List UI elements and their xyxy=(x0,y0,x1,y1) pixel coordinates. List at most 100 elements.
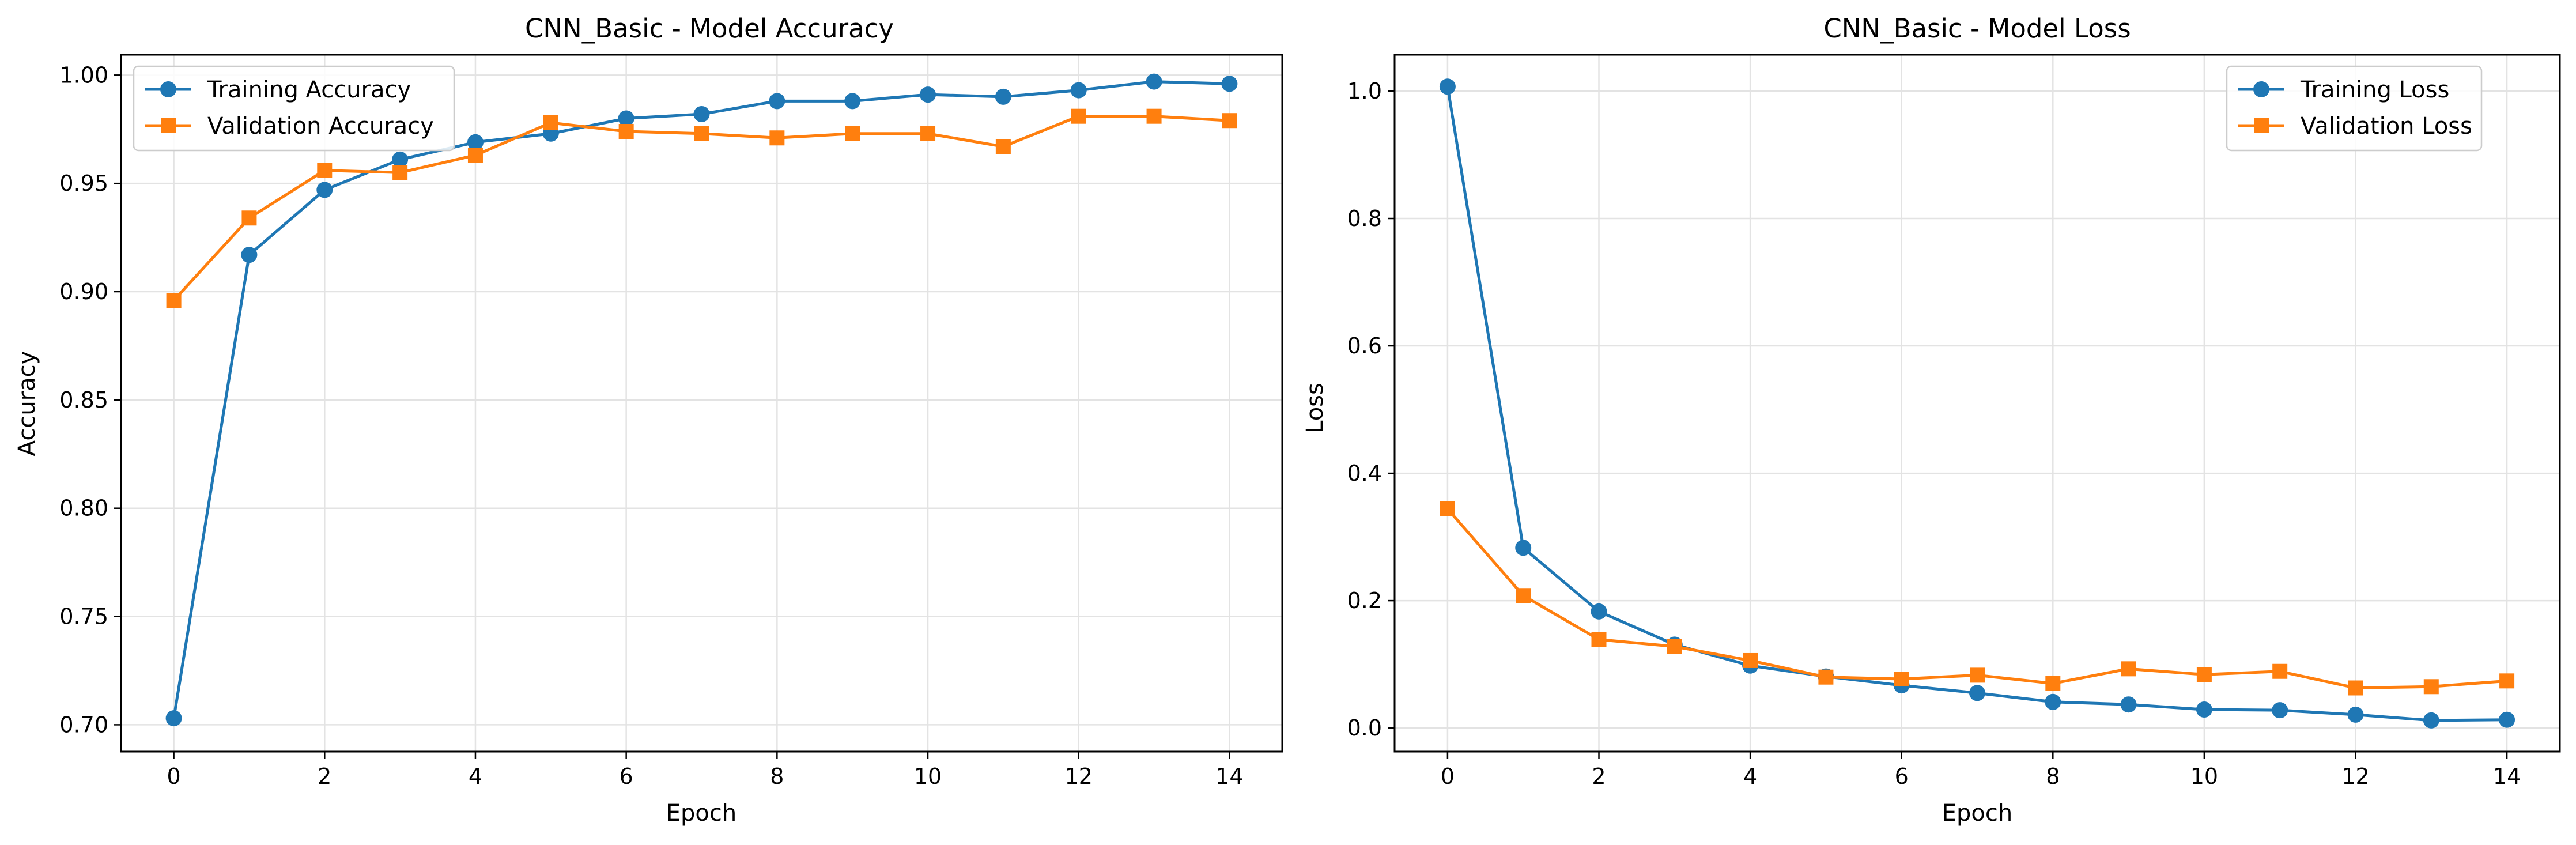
accuracy-data-point xyxy=(166,293,182,308)
accuracy-data-point xyxy=(392,151,409,168)
accuracy-data-point xyxy=(317,163,333,178)
loss-xtick-label: 2 xyxy=(1592,764,1606,789)
accuracy-xtick-label: 2 xyxy=(318,764,331,789)
accuracy-axes-frame xyxy=(120,54,1283,753)
accuracy-data-point xyxy=(1070,82,1087,99)
loss-data-point xyxy=(2423,679,2439,695)
loss-ytick-label: 0.2 xyxy=(1347,588,1382,613)
loss-xtick-label: 6 xyxy=(1895,764,1909,789)
accuracy-chart-ylabel: Accuracy xyxy=(14,351,40,457)
accuracy-xtick-label: 14 xyxy=(1215,764,1243,789)
accuracy-legend: Training Accuracy Validation Accuracy xyxy=(133,65,455,152)
accuracy-chart-xlabel: Epoch xyxy=(666,800,736,827)
loss-data-point xyxy=(1894,672,1909,687)
accuracy-legend-marker xyxy=(161,118,176,133)
loss-data-point xyxy=(1439,78,1456,95)
accuracy-data-point xyxy=(543,115,558,130)
loss-ytick-label: 0.4 xyxy=(1347,461,1382,486)
accuracy-data-point xyxy=(995,139,1011,154)
loss-axes-frame xyxy=(1393,54,2561,753)
loss-series-training-loss xyxy=(1439,78,2515,729)
loss-chart: CNN_Basic - Model Loss Epoch Loss 0 2 4 6 8 1… xyxy=(1302,13,2561,827)
loss-legend-box xyxy=(2226,65,2483,152)
loss-data-point xyxy=(1969,685,1985,701)
accuracy-data-point xyxy=(769,93,785,110)
accuracy-data-point xyxy=(1146,108,1162,124)
loss-legend-label: Training Loss xyxy=(2300,77,2449,103)
loss-data-point xyxy=(1818,669,1834,685)
accuracy-data-point xyxy=(165,710,182,727)
accuracy-data-point xyxy=(920,86,936,103)
accuracy-xtick-label: 4 xyxy=(469,764,482,789)
loss-xtick-label: 14 xyxy=(2493,764,2521,789)
loss-xtick-label: 8 xyxy=(2046,764,2060,789)
loss-data-point xyxy=(1667,639,1682,654)
accuracy-chart: CNN_Basic - Model Accuracy Epoch Accurac… xyxy=(14,13,1283,827)
accuracy-ytick-label: 0.70 xyxy=(59,712,108,737)
loss-grid xyxy=(1395,55,2560,752)
loss-data-point xyxy=(2272,702,2288,719)
loss-data-point xyxy=(2423,712,2439,729)
loss-series-validation-loss xyxy=(1440,501,2515,696)
accuracy-data-point xyxy=(241,210,257,226)
accuracy-data-point xyxy=(1146,73,1162,90)
accuracy-data-point xyxy=(995,88,1011,105)
loss-legend-label: Validation Loss xyxy=(2301,113,2472,139)
accuracy-ytick-label: 0.75 xyxy=(59,604,108,629)
accuracy-legend-marker xyxy=(160,81,176,97)
accuracy-data-point xyxy=(618,123,634,139)
loss-data-point xyxy=(1591,632,1607,647)
loss-data-point xyxy=(1591,603,1607,620)
accuracy-ytick-label: 0.95 xyxy=(59,171,108,196)
loss-data-point xyxy=(2499,711,2515,728)
loss-data-point xyxy=(2272,663,2288,679)
loss-data-point xyxy=(1516,588,1531,603)
loss-legend-marker xyxy=(2253,81,2269,97)
loss-xtick-label: 12 xyxy=(2341,764,2369,789)
loss-data-point xyxy=(2196,667,2212,682)
accuracy-xtick-label: 10 xyxy=(914,764,942,789)
loss-ytick-label: 1.0 xyxy=(1347,78,1382,104)
loss-xtick-label: 10 xyxy=(2190,764,2218,789)
loss-data-point xyxy=(2121,661,2136,677)
accuracy-series-training-accuracy xyxy=(165,73,1238,727)
accuracy-data-point xyxy=(1222,113,1237,129)
accuracy-data-point xyxy=(467,148,483,163)
loss-ytick-label: 0.0 xyxy=(1347,715,1382,741)
accuracy-data-point xyxy=(769,130,785,146)
loss-ytick-label: 0.8 xyxy=(1347,206,1382,231)
accuracy-data-point xyxy=(844,93,861,110)
accuracy-ytick-label: 0.80 xyxy=(59,496,108,521)
loss-data-point xyxy=(2045,676,2061,691)
accuracy-chart-title: CNN_Basic - Model Accuracy xyxy=(525,13,894,44)
loss-chart-xlabel: Epoch xyxy=(1942,800,2012,827)
accuracy-data-point xyxy=(316,182,333,198)
loss-data-point xyxy=(2196,701,2212,718)
accuracy-data-point xyxy=(845,126,860,141)
accuracy-data-point xyxy=(467,134,484,150)
loss-chart-title: CNN_Basic - Model Loss xyxy=(1823,13,2131,44)
loss-data-point xyxy=(2120,696,2137,713)
loss-data-point xyxy=(2499,673,2515,689)
accuracy-data-point xyxy=(241,247,258,263)
loss-data-point xyxy=(2045,693,2061,710)
accuracy-xtick-label: 12 xyxy=(1065,764,1093,789)
loss-legend: Training Loss Validation Loss xyxy=(2226,65,2483,152)
accuracy-legend-label: Validation Accuracy xyxy=(207,113,434,139)
accuracy-ytick-label: 0.85 xyxy=(59,387,108,413)
loss-xtick-label: 4 xyxy=(1743,764,1757,789)
accuracy-data-point xyxy=(920,126,936,141)
accuracy-data-point xyxy=(392,165,408,180)
accuracy-series-validation-accuracy xyxy=(166,108,1237,308)
loss-data-point xyxy=(1743,652,1758,668)
loss-data-point xyxy=(2347,706,2364,723)
loss-xtick-label: 0 xyxy=(1441,764,1455,789)
accuracy-data-point xyxy=(694,126,709,141)
accuracy-xtick-label: 6 xyxy=(620,764,633,789)
loss-data-point xyxy=(1440,501,1455,516)
accuracy-ytick-label: 1.00 xyxy=(59,62,108,88)
loss-data-point xyxy=(1970,667,1985,683)
accuracy-data-point xyxy=(1071,108,1086,124)
accuracy-legend-label: Training Accuracy xyxy=(207,77,411,103)
